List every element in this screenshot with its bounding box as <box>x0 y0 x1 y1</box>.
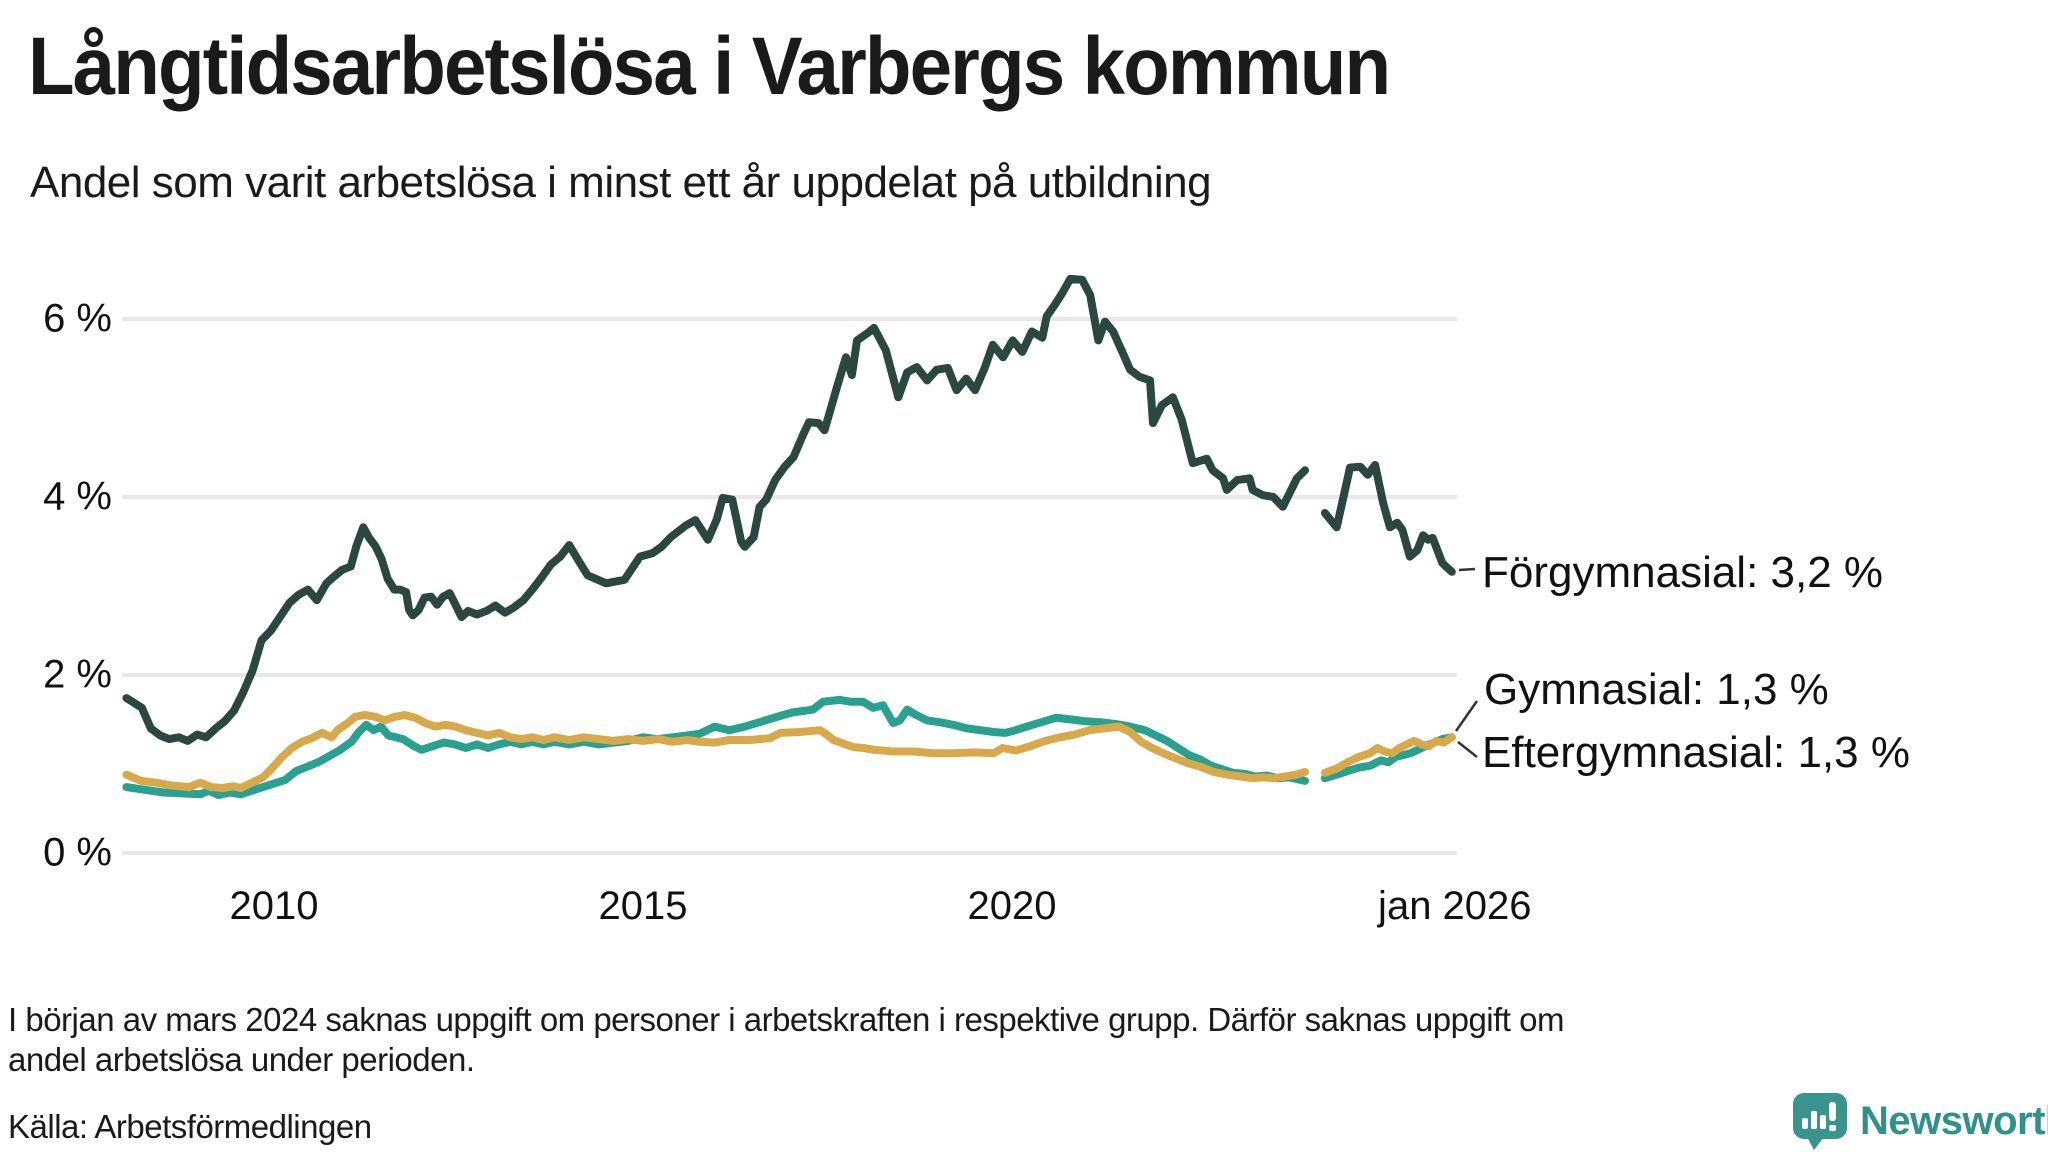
series-end-label-forgymnasial: Förgymnasial: 3,2 % <box>1482 548 1884 597</box>
series-end-label-eftergymnasial: Eftergymnasial: 1,3 % <box>1482 728 1910 777</box>
y-axis-tick-2pct: 2 % <box>43 652 112 697</box>
label-connector-eftergymnasial <box>1457 741 1478 758</box>
x-axis-tick-2015: 2015 <box>598 884 688 928</box>
series-end-label-gymnasial: Gymnasial: 1,3 % <box>1484 665 1829 714</box>
newsworthy-logo-text: Newsworthy <box>1860 1098 2048 1143</box>
newsworthy-logo-icon <box>1793 1093 1847 1150</box>
y-axis-tick-0pct: 0 % <box>43 830 112 875</box>
series-line-forgymnasial-seg1 <box>1320 461 1456 576</box>
y-axis-tick-6pct: 6 % <box>43 296 112 341</box>
x-axis-tick-2010: 2010 <box>229 884 319 928</box>
x-axis-tick-jan-2026: jan 2026 <box>1378 884 1532 928</box>
chart-subtitle: Andel som varit arbetslösa i minst ett å… <box>30 158 1212 207</box>
source-label: Källa: Arbetsförmedlingen <box>8 1108 372 1145</box>
newsworthy-logo: Newsworthy <box>1792 1092 2048 1150</box>
footnote: I början av mars 2024 saknas uppgift om … <box>8 1001 1565 1078</box>
y-axis-tick-4pct: 4 % <box>43 474 112 519</box>
label-connector-gymnasial <box>1454 700 1479 732</box>
page-title: Långtidsarbetslösa i Varbergs kommun <box>28 21 1391 112</box>
series-line-forgymnasial-seg0 <box>122 274 1309 745</box>
series-line-eftergymnasial-seg0 <box>122 711 1309 792</box>
series-line-gymnasial-seg0 <box>122 695 1309 800</box>
label-connector-forgymnasial <box>1458 567 1476 572</box>
x-axis-tick-2020: 2020 <box>967 884 1057 928</box>
series-line-eftergymnasial-seg1 <box>1320 733 1456 777</box>
